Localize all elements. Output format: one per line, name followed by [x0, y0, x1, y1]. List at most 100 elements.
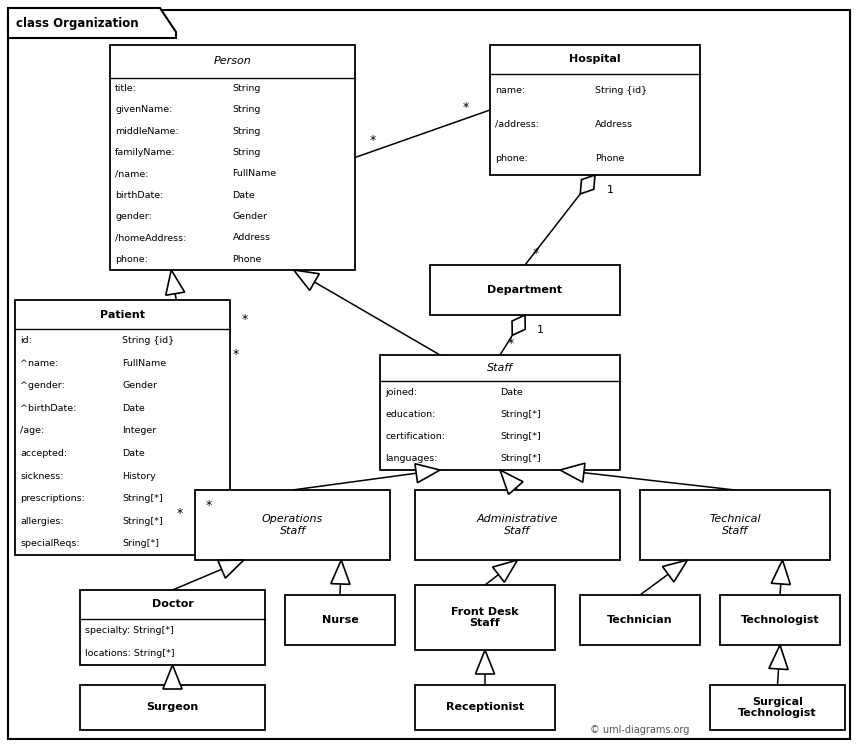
Text: givenName:: givenName: — [115, 105, 172, 114]
Text: String: String — [232, 105, 261, 114]
Text: accepted:: accepted: — [20, 449, 67, 458]
Text: String: String — [232, 84, 261, 93]
Polygon shape — [769, 645, 788, 669]
Text: gender:: gender: — [115, 212, 152, 221]
Text: String[*]: String[*] — [122, 494, 163, 503]
Text: Person: Person — [213, 56, 251, 66]
Text: Hospital: Hospital — [569, 55, 621, 64]
Polygon shape — [560, 463, 585, 483]
Text: phone:: phone: — [495, 154, 528, 163]
Bar — [710, 685, 845, 730]
Polygon shape — [500, 470, 523, 495]
Text: *: * — [508, 337, 514, 350]
Polygon shape — [662, 560, 687, 582]
Text: birthDate:: birthDate: — [115, 190, 163, 199]
Text: String[*]: String[*] — [122, 517, 163, 526]
Text: Address: Address — [595, 120, 633, 128]
Text: String[*]: String[*] — [500, 454, 541, 463]
Text: locations: String[*]: locations: String[*] — [85, 649, 175, 658]
Text: FullName: FullName — [122, 359, 167, 368]
Text: Patient: Patient — [100, 310, 145, 320]
Text: String {id}: String {id} — [595, 86, 647, 95]
Text: languages:: languages: — [385, 454, 438, 463]
Polygon shape — [580, 175, 595, 194]
Text: Sring[*]: Sring[*] — [122, 539, 159, 548]
Text: String[*]: String[*] — [500, 433, 541, 441]
Bar — [80, 590, 265, 665]
Text: Surgeon: Surgeon — [146, 702, 199, 713]
Text: /age:: /age: — [20, 427, 44, 436]
Polygon shape — [8, 8, 176, 38]
Text: Date: Date — [500, 388, 523, 397]
Text: Date: Date — [122, 404, 145, 413]
Text: ^gender:: ^gender: — [20, 381, 64, 390]
Text: String: String — [232, 126, 261, 135]
Text: String[*]: String[*] — [500, 410, 541, 419]
Text: allergies:: allergies: — [20, 517, 64, 526]
Bar — [110, 45, 355, 270]
Polygon shape — [476, 650, 494, 674]
Text: Department: Department — [488, 285, 562, 295]
Bar — [580, 595, 700, 645]
Text: String {id}: String {id} — [122, 336, 175, 345]
Text: Receptionist: Receptionist — [446, 702, 524, 713]
Text: *: * — [177, 507, 183, 520]
Text: ^birthDate:: ^birthDate: — [20, 404, 77, 413]
Bar — [720, 595, 840, 645]
Text: © uml-diagrams.org: © uml-diagrams.org — [590, 725, 690, 735]
Text: Administrative
Staff: Administrative Staff — [476, 514, 558, 536]
Text: middleName:: middleName: — [115, 126, 179, 135]
Text: Phone: Phone — [595, 154, 624, 163]
Text: sickness:: sickness: — [20, 471, 64, 480]
Text: Technical
Staff: Technical Staff — [710, 514, 761, 536]
Text: History: History — [122, 471, 157, 480]
Text: *: * — [463, 102, 469, 114]
Text: /homeAddress:: /homeAddress: — [115, 233, 187, 243]
Polygon shape — [331, 560, 350, 584]
Text: specialty: String[*]: specialty: String[*] — [85, 626, 174, 635]
Bar — [80, 685, 265, 730]
Text: name:: name: — [495, 86, 525, 95]
Text: joined:: joined: — [385, 388, 417, 397]
Text: Integer: Integer — [122, 427, 157, 436]
Bar — [415, 490, 620, 560]
Bar — [430, 265, 620, 315]
Text: id:: id: — [20, 336, 32, 345]
Text: *: * — [533, 247, 539, 260]
Text: *: * — [369, 134, 376, 147]
Text: title:: title: — [115, 84, 137, 93]
Bar — [195, 490, 390, 560]
Text: /address:: /address: — [495, 120, 539, 128]
Text: Nurse: Nurse — [322, 615, 359, 625]
Text: Operations
Staff: Operations Staff — [262, 514, 323, 536]
Text: Address: Address — [232, 233, 271, 243]
Text: education:: education: — [385, 410, 435, 419]
Text: Date: Date — [122, 449, 145, 458]
Text: Gender: Gender — [232, 212, 267, 221]
Bar — [490, 45, 700, 175]
Text: Surgical
Technologist: Surgical Technologist — [738, 697, 817, 719]
Polygon shape — [493, 560, 518, 582]
Polygon shape — [163, 665, 182, 689]
Bar — [285, 595, 395, 645]
Bar — [640, 490, 830, 560]
Text: *: * — [233, 347, 239, 361]
Text: specialReqs:: specialReqs: — [20, 539, 80, 548]
Text: 1: 1 — [537, 325, 544, 335]
Text: Doctor: Doctor — [151, 599, 194, 610]
Text: Staff: Staff — [487, 363, 513, 374]
Text: /name:: /name: — [115, 170, 149, 179]
Text: prescriptions:: prescriptions: — [20, 494, 85, 503]
Text: 1: 1 — [607, 185, 614, 195]
Text: ^name:: ^name: — [20, 359, 58, 368]
Bar — [415, 685, 555, 730]
Text: *: * — [242, 312, 249, 326]
Polygon shape — [166, 270, 185, 295]
Text: *: * — [206, 498, 212, 512]
Text: certification:: certification: — [385, 433, 445, 441]
Polygon shape — [415, 464, 440, 483]
Text: Date: Date — [232, 190, 255, 199]
Text: phone:: phone: — [115, 255, 148, 264]
Polygon shape — [294, 270, 319, 291]
Text: Phone: Phone — [232, 255, 262, 264]
